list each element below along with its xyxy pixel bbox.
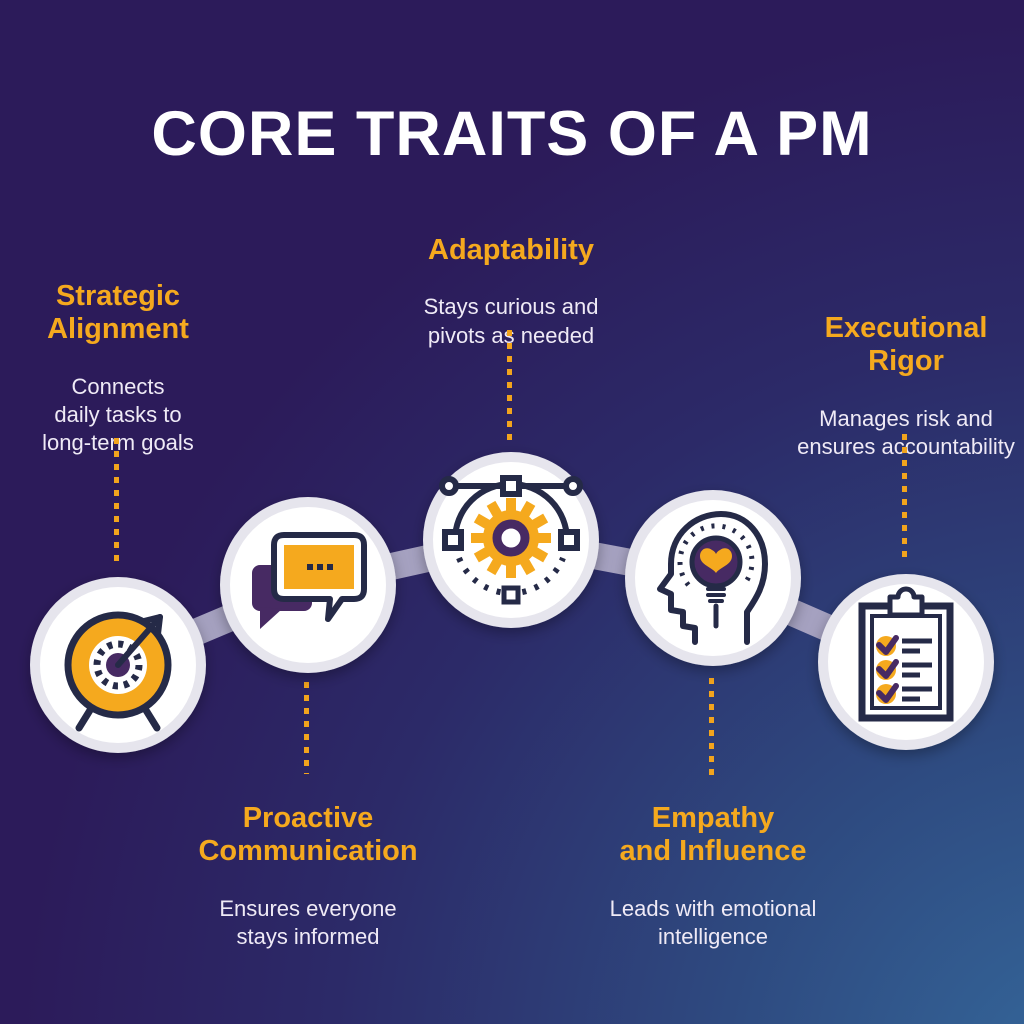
dotted-connector — [902, 434, 907, 560]
trait-block-strategic-alignment: Strategic Alignment Connects daily tasks… — [0, 262, 268, 475]
trait-block-proactive-communication: Proactive Communication Ensures everyone… — [158, 784, 458, 969]
checklist-row — [876, 635, 932, 656]
trait-description: Connects daily tasks to long-term goals — [42, 373, 194, 455]
checklist-row — [876, 659, 932, 680]
trait-title: Proactive Communication — [198, 802, 418, 868]
clipboard-checklist-icon — [858, 586, 954, 722]
dotted-connector — [709, 678, 714, 776]
trait-title: Adaptability — [428, 234, 594, 266]
trait-description: Leads with emotional intelligence — [609, 895, 817, 949]
bezier-gear-icon — [439, 475, 583, 605]
trait-block-empathy-and-influence: Empathy and Influence Leads with emotion… — [563, 784, 863, 969]
dotted-connector — [114, 438, 119, 564]
trait-title: Strategic Alignment — [47, 280, 189, 346]
speech-bubbles-icon — [252, 532, 367, 629]
checklist-row — [876, 683, 932, 704]
dotted-connector — [507, 330, 512, 446]
trait-title: Executional Rigor — [824, 312, 988, 378]
dotted-connector — [304, 682, 309, 774]
trait-title: Empathy and Influence — [619, 802, 807, 868]
target-icon — [64, 611, 172, 732]
trait-description: Ensures everyone stays informed — [219, 895, 397, 949]
page-title: CORE TRAITS OF A PM — [151, 99, 873, 169]
head-lightbulb-heart-icon — [657, 511, 768, 645]
